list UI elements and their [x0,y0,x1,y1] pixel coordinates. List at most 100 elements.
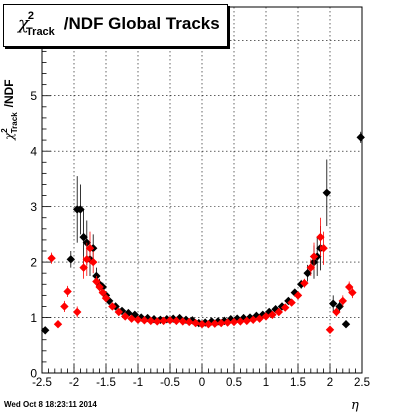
data-point [114,307,123,317]
data-point [223,318,232,327]
data-point [274,307,283,317]
data-point [76,205,85,214]
data-point [53,320,63,329]
title-rest: /NDF Global Tracks [63,14,220,33]
ylabel-subscript: Track [10,112,19,134]
data-point [245,313,255,322]
data-point [236,317,245,326]
x-tick-label: -2.5 [32,377,52,389]
plot-title: χ2 Track/NDF Global Tracks [18,10,220,38]
data-series [41,131,365,335]
timestamp-footer: Wed Oct 8 18:23:11 2014 [4,400,97,409]
data-point [332,307,341,317]
data-point [121,312,130,321]
data-point [89,257,98,267]
data-point [319,244,328,253]
y-tick-label: 5 [30,89,37,103]
data-point [287,298,296,307]
data-point [300,278,309,288]
x-tick-label: -0.5 [160,377,180,389]
data-point [217,318,226,328]
data-point [356,133,365,142]
data-point [41,326,50,335]
data-point [197,320,207,329]
data-point [242,316,251,326]
data-point [281,303,290,312]
y-tick-label: 1 [30,311,37,325]
data-point [73,307,82,317]
data-point [92,271,101,281]
grid-lines [42,7,362,373]
data-point [341,320,351,329]
ylabel-superscript: 2 [0,128,9,133]
y-tick-label: 4 [30,145,37,159]
data-point [127,314,136,323]
title-chi-symbol: χ [18,13,29,34]
data-point [63,287,72,296]
data-point [261,312,271,321]
x-tick-label: 2.5 [354,377,370,389]
data-point [191,318,200,328]
y-tick-label: 3 [30,200,37,214]
data-point [229,317,239,327]
data-point [159,316,168,326]
data-point [98,288,107,297]
data-point [172,316,181,326]
data-point [335,302,344,311]
x-tick-label: 0.5 [226,377,242,389]
data-point [153,317,162,326]
ylabel-chi-symbol: χ [2,132,16,140]
data-point [316,232,325,242]
data-point [92,277,101,286]
x-axis-label: η [351,398,359,413]
series-black [41,131,365,335]
title-superscript: 2 [27,10,35,22]
data-point [345,282,354,292]
data-point [303,268,312,278]
data-point [79,232,88,242]
data-point [66,255,75,264]
data-point [322,188,331,197]
title-subscript: Track [26,26,55,38]
x-tick-label: 1.5 [290,377,306,389]
data-point [338,296,347,306]
data-point [185,317,194,327]
data-point [149,315,159,324]
x-tick-label: 1 [263,377,269,389]
data-point [348,288,357,297]
data-point [309,252,319,261]
x-tick-label: 2 [327,377,333,389]
data-point [133,315,143,324]
data-point [178,317,187,326]
series-red [47,217,357,334]
data-point [140,316,149,325]
data-point [108,302,117,311]
data-point [325,325,335,334]
data-point [95,282,104,292]
data-point [47,254,56,263]
data-point [210,319,219,328]
y-tick-label: 0 [30,367,37,381]
x-tick-label: -1.5 [96,377,116,389]
data-point [306,263,315,272]
data-point [293,291,303,300]
y-tick-label: 2 [30,256,37,270]
data-point [249,315,258,324]
x-tick-label: -1 [133,377,143,389]
data-point [268,310,277,319]
data-point [204,320,213,329]
axes: -2.5-2-1.5-1-0.500.511.522.50123456 [30,6,370,389]
data-point [79,263,88,272]
plot-frame [41,6,363,374]
data-point [85,244,95,253]
data-point [101,293,111,303]
ylabel-rest: /NDF [2,79,16,108]
y-axis-label: χ2Track/NDF [0,79,19,140]
data-point [165,316,175,325]
data-point [329,299,338,308]
data-point [82,255,91,264]
x-tick-label: -2 [69,377,79,389]
x-tick-label: 0 [199,377,205,389]
data-point [255,314,264,323]
